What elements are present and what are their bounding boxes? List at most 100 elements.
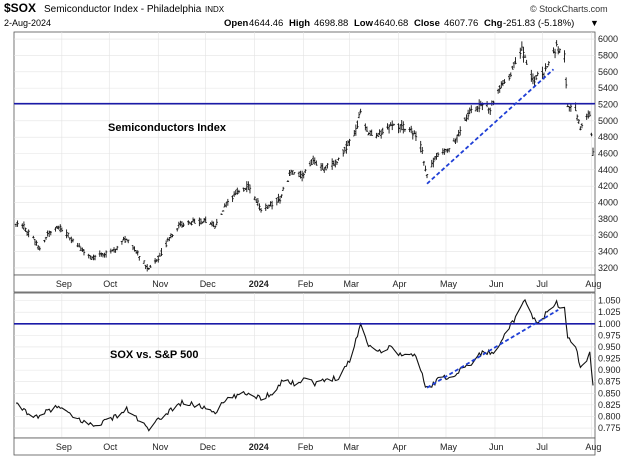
ohlc-bar bbox=[226, 198, 230, 206]
ohlc-bar bbox=[536, 71, 539, 77]
ohlc-bar bbox=[523, 54, 527, 58]
ohlc-bar bbox=[530, 69, 533, 82]
ohlc-bar bbox=[134, 250, 138, 254]
ohlc-bar bbox=[21, 223, 24, 229]
ohlc-bar bbox=[512, 61, 516, 69]
ohlc-bar bbox=[33, 239, 37, 246]
ohlc-bar bbox=[455, 134, 459, 143]
ohlc-bar bbox=[164, 240, 168, 248]
y-tick-label: 5800 bbox=[598, 50, 618, 60]
ohlc-bar bbox=[14, 223, 18, 228]
ohlc-bar bbox=[213, 225, 217, 229]
ohlc-bar bbox=[16, 220, 19, 227]
ohlc-bar bbox=[474, 106, 478, 112]
ohlc-bar bbox=[25, 230, 29, 236]
ohlc-bar bbox=[79, 246, 83, 251]
ohlc-bar bbox=[65, 229, 68, 239]
ratio-line bbox=[15, 298, 594, 432]
header-open-label: Open bbox=[224, 18, 248, 29]
ohlc-bar bbox=[343, 146, 347, 153]
ohlc-bar bbox=[242, 187, 245, 192]
y-tick-label: 0.850 bbox=[598, 388, 621, 398]
ohlc-bar bbox=[553, 48, 557, 59]
ohlc-bar bbox=[520, 41, 524, 51]
ratio-panel-frame bbox=[13, 292, 596, 439]
y-tick-label: 1.050 bbox=[598, 296, 621, 306]
ohlc-bar bbox=[147, 267, 150, 271]
ohlc-bar bbox=[324, 165, 328, 171]
ohlc-bar bbox=[27, 229, 30, 238]
ohlc-bar bbox=[585, 113, 588, 120]
ohlc-bar bbox=[209, 222, 212, 225]
ohlc-bar bbox=[547, 61, 550, 66]
ohlc-bar bbox=[202, 217, 206, 223]
ohlc-bar bbox=[354, 124, 358, 136]
header-low-value: 4640.68 bbox=[374, 18, 408, 29]
ohlc-bar bbox=[255, 198, 258, 203]
ohlc-bar bbox=[300, 170, 304, 182]
ohlc-bar bbox=[55, 225, 59, 229]
x-tick-label: Oct bbox=[103, 442, 118, 452]
ohlc-bar bbox=[114, 248, 117, 253]
ohlc-bar bbox=[432, 157, 435, 168]
ohlc-bar bbox=[289, 169, 293, 175]
ohlc-bar bbox=[244, 187, 247, 191]
ohlc-bar bbox=[563, 50, 566, 63]
header-high-label: High bbox=[289, 18, 310, 29]
ohlc-bar bbox=[115, 245, 119, 251]
y-tick-label: 0.775 bbox=[598, 423, 621, 433]
ohlc-bar bbox=[470, 105, 473, 114]
ohlc-bar bbox=[368, 130, 372, 136]
ohlc-bar bbox=[221, 210, 225, 212]
ohlc-bar bbox=[435, 152, 438, 160]
ohlc-bar bbox=[193, 218, 196, 224]
ohlc-bar bbox=[93, 254, 97, 261]
ohlc-bar bbox=[234, 189, 237, 196]
ohlc-bar bbox=[275, 197, 279, 206]
y-tick-label: 3600 bbox=[598, 230, 618, 240]
ohlc-bar bbox=[330, 158, 334, 170]
y-tick-label: 0.975 bbox=[598, 330, 621, 340]
ohlc-bar bbox=[299, 170, 302, 179]
ohlc-bar bbox=[256, 198, 260, 207]
ohlc-bar bbox=[421, 146, 424, 155]
ohlc-bar bbox=[533, 76, 536, 87]
ohlc-bar bbox=[144, 264, 147, 270]
ohlc-bar bbox=[49, 231, 52, 236]
ohlc-bar bbox=[35, 240, 38, 246]
ohlc-bar bbox=[587, 110, 590, 119]
ohlc-bar bbox=[297, 171, 301, 178]
ohlc-bar bbox=[264, 203, 267, 211]
ohlc-bar bbox=[580, 123, 584, 129]
ratio-trend-line bbox=[426, 309, 559, 389]
ohlc-bar bbox=[90, 256, 94, 260]
ohlc-bar bbox=[534, 75, 538, 81]
ohlc-bar bbox=[22, 221, 26, 231]
ohlc-bar bbox=[210, 220, 214, 227]
y-tick-label: 0.925 bbox=[598, 354, 621, 364]
ohlc-bar bbox=[564, 77, 568, 89]
ohlc-bar bbox=[44, 236, 48, 240]
x-tick-label: Oct bbox=[103, 279, 118, 289]
ohlc-bar bbox=[237, 189, 241, 194]
ohlc-bar bbox=[136, 250, 139, 256]
x-tick-label: Aug bbox=[585, 279, 601, 289]
y-tick-label: 5000 bbox=[598, 116, 618, 126]
ohlc-bar bbox=[402, 121, 405, 134]
ohlc-bar bbox=[359, 108, 362, 114]
y-tick-label: 0.875 bbox=[598, 377, 621, 387]
ohlc-bar bbox=[310, 159, 313, 165]
ohlc-bar bbox=[201, 221, 204, 224]
y-tick-label: 0.900 bbox=[598, 365, 621, 375]
ohlc-bar bbox=[465, 114, 468, 122]
ohlc-bar bbox=[403, 128, 407, 132]
ohlc-bar bbox=[323, 167, 326, 173]
ohlc-bar bbox=[545, 66, 549, 68]
ohlc-bar bbox=[588, 111, 592, 117]
x-tick-label: Dec bbox=[200, 442, 217, 452]
ohlc-bar bbox=[392, 123, 396, 126]
ohlc-bar bbox=[223, 203, 226, 208]
header-close-value: 4607.76 bbox=[444, 18, 478, 29]
ohlc-bar bbox=[191, 217, 195, 223]
